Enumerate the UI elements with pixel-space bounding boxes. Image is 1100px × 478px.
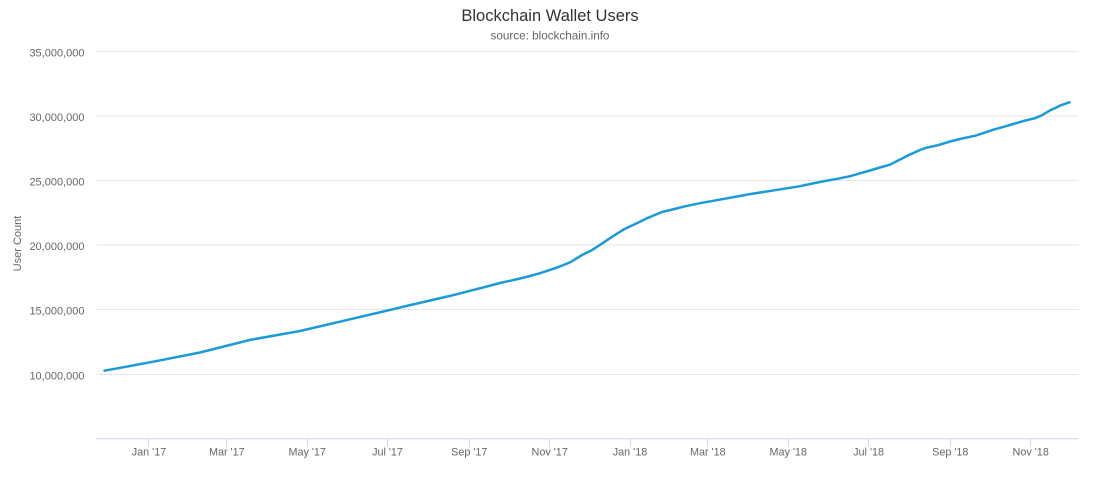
svg-text:25,000,000: 25,000,000 xyxy=(29,177,84,189)
svg-text:35,000,000: 35,000,000 xyxy=(29,48,84,60)
svg-text:10,000,000: 10,000,000 xyxy=(29,371,84,383)
svg-text:Jan '17: Jan '17 xyxy=(132,447,166,459)
svg-text:Sep '17: Sep '17 xyxy=(451,447,487,459)
svg-text:20,000,000: 20,000,000 xyxy=(29,241,84,253)
svg-text:May '18: May '18 xyxy=(769,447,806,459)
svg-text:15,000,000: 15,000,000 xyxy=(29,306,84,318)
svg-text:Mar '18: Mar '18 xyxy=(690,447,726,459)
svg-text:Nov '17: Nov '17 xyxy=(532,447,568,459)
svg-text:Jul '18: Jul '18 xyxy=(853,447,884,459)
svg-text:Jul '17: Jul '17 xyxy=(372,447,403,459)
svg-text:Mar '17: Mar '17 xyxy=(209,447,245,459)
svg-text:Jan '18: Jan '18 xyxy=(613,447,647,459)
svg-text:Nov '18: Nov '18 xyxy=(1013,447,1049,459)
svg-text:May '17: May '17 xyxy=(288,447,325,459)
svg-text:Sep '18: Sep '18 xyxy=(932,447,968,459)
svg-text:Blockchain Wallet Users: Blockchain Wallet Users xyxy=(461,7,638,25)
svg-text:source: blockchain.info: source: blockchain.info xyxy=(491,30,610,43)
svg-text:User Count: User Count xyxy=(12,216,24,272)
svg-text:30,000,000: 30,000,000 xyxy=(29,112,84,124)
